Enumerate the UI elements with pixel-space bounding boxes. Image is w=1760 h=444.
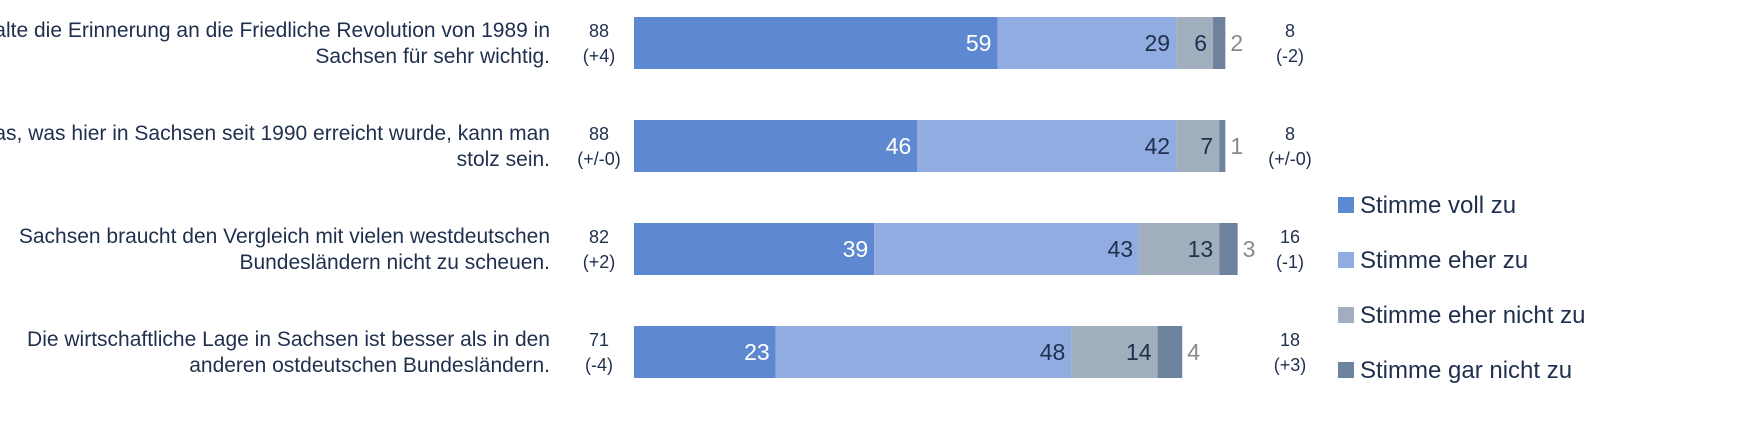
bar-segment: [1176, 17, 1214, 69]
agree-total-label: 88: [589, 21, 609, 41]
agree-total-label: 71: [589, 330, 609, 350]
question-label: Die wirtschaftliche Lage in Sachsen ist …: [27, 328, 550, 377]
disagree-change-label: (+/-0): [1268, 149, 1312, 169]
chart-rows: Ich halte die Erinnerung an die Friedlic…: [0, 17, 1312, 378]
data-label: 14: [1126, 339, 1152, 365]
bar-segment: [1157, 326, 1183, 378]
chart-legend: Stimme voll zu Stimme eher zu Stimme eher …: [1338, 192, 1585, 384]
data-label: 48: [1040, 339, 1066, 365]
legend-label: Stimme gar nicht zu: [1360, 357, 1572, 384]
data-label: 59: [966, 30, 992, 56]
legend-swatch: [1338, 362, 1354, 378]
question-label-line: Sachsen für sehr wichtig.: [315, 45, 550, 68]
data-label: 46: [886, 133, 912, 159]
data-label: 39: [843, 236, 869, 262]
bar-segment: [1213, 17, 1226, 69]
disagree-total-label: 8: [1285, 124, 1295, 144]
agree-total-label: 82: [589, 227, 609, 247]
bar-segment: [634, 326, 776, 378]
legend-swatch: [1338, 307, 1354, 323]
data-label: 13: [1188, 236, 1214, 262]
legend-item: Stimme eher nicht zu: [1338, 302, 1585, 329]
bar-segment: [1139, 223, 1220, 275]
question-label-line: Auf das, was hier in Sachsen seit 1990 e…: [0, 122, 550, 145]
bar-segment: [634, 223, 875, 275]
bar-segment: [1071, 326, 1158, 378]
data-label: 4: [1187, 339, 1200, 365]
disagree-change-label: (+3): [1274, 355, 1307, 375]
question-label: Auf das, was hier in Sachsen seit 1990 e…: [0, 122, 550, 171]
data-label: 6: [1194, 30, 1207, 56]
bar-segment: [917, 120, 1177, 172]
legend-item: Stimme eher zu: [1338, 247, 1528, 274]
question-label: Ich halte die Erinnerung an die Friedlic…: [0, 19, 550, 68]
data-label: 1: [1230, 133, 1243, 159]
bar-segment: [634, 17, 998, 69]
agree-change-label: (+2): [583, 252, 616, 272]
data-label: 23: [744, 339, 770, 365]
agree-change-label: (+/-0): [577, 149, 621, 169]
question-label-line: anderen ostdeutschen Bundesländern.: [189, 354, 550, 377]
chart-row: Sachsen braucht den Vergleich mit vielen…: [19, 223, 1304, 275]
question-label-line: Die wirtschaftliche Lage in Sachsen ist …: [27, 328, 550, 351]
legend-label: Stimme eher nicht zu: [1360, 302, 1585, 329]
data-label: 3: [1243, 236, 1256, 262]
legend-label: Stimme voll zu: [1360, 192, 1516, 219]
chart-row: Die wirtschaftliche Lage in Sachsen ist …: [27, 326, 1306, 378]
bar-segment: [775, 326, 1072, 378]
bar-segment: [634, 120, 918, 172]
disagree-total-label: 16: [1280, 227, 1300, 247]
question-label-line: Sachsen braucht den Vergleich mit vielen…: [19, 225, 550, 248]
bar-segment: [1219, 120, 1226, 172]
bar-segment: [1176, 120, 1220, 172]
bar-segment: [997, 17, 1177, 69]
bar-segment: [1219, 223, 1238, 275]
legend-item: Stimme voll zu: [1338, 192, 1516, 219]
legend-label: Stimme eher zu: [1360, 247, 1528, 274]
data-label: 7: [1200, 133, 1213, 159]
data-label: 42: [1144, 133, 1170, 159]
data-label: 2: [1230, 30, 1243, 56]
legend-swatch: [1338, 197, 1354, 213]
disagree-total-label: 8: [1285, 21, 1295, 41]
legend-swatch: [1338, 252, 1354, 268]
data-label: 43: [1108, 236, 1134, 262]
question-label-line: Ich halte die Erinnerung an die Friedlic…: [0, 19, 550, 42]
data-label: 29: [1144, 30, 1170, 56]
disagree-change-label: (-1): [1276, 252, 1304, 272]
agree-total-label: 88: [589, 124, 609, 144]
question-label-line: stolz sein.: [457, 148, 550, 171]
question-label: Sachsen braucht den Vergleich mit vielen…: [19, 225, 550, 274]
legend-item: Stimme gar nicht zu: [1338, 357, 1572, 384]
disagree-change-label: (-2): [1276, 46, 1304, 66]
disagree-total-label: 18: [1280, 330, 1300, 350]
chart-row: Auf das, was hier in Sachsen seit 1990 e…: [0, 120, 1312, 172]
agree-change-label: (-4): [585, 355, 613, 375]
bar-segment: [874, 223, 1140, 275]
chart-row: Ich halte die Erinnerung an die Friedlic…: [0, 17, 1304, 69]
agree-change-label: (+4): [583, 46, 616, 66]
question-label-line: Bundesländern nicht zu scheuen.: [239, 251, 550, 274]
